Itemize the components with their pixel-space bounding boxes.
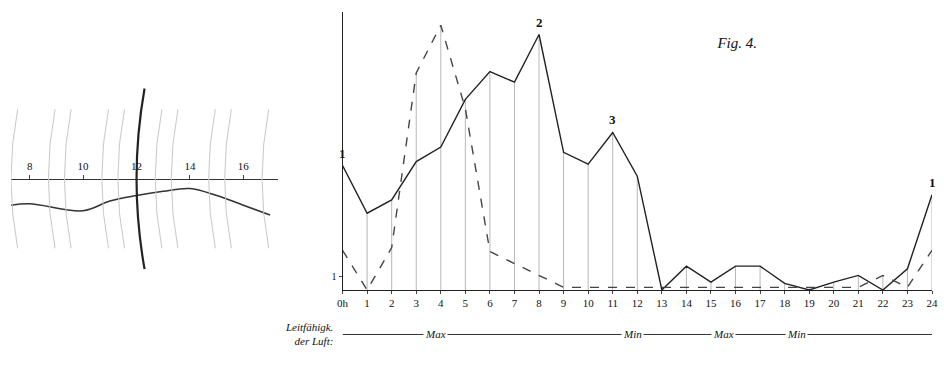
svg-text:1: 1	[339, 146, 346, 161]
svg-text:Leitfähigk.der Luft:: Leitfähigk.der Luft:	[285, 321, 333, 347]
svg-text:4: 4	[438, 297, 444, 309]
svg-text:Max: Max	[425, 328, 446, 340]
svg-text:3: 3	[413, 297, 419, 309]
svg-text:1: 1	[364, 297, 370, 309]
svg-text:2: 2	[536, 15, 543, 30]
svg-text:22: 22	[877, 297, 888, 309]
svg-text:0h: 0h	[337, 297, 349, 309]
svg-text:14: 14	[681, 297, 693, 309]
svg-text:19: 19	[804, 297, 816, 309]
svg-text:16: 16	[238, 160, 250, 172]
svg-text:8: 8	[536, 297, 542, 309]
svg-text:Fig. 4.: Fig. 4.	[716, 35, 757, 51]
svg-text:10: 10	[583, 297, 595, 309]
svg-text:10: 10	[78, 160, 90, 172]
svg-text:Max: Max	[713, 328, 734, 340]
svg-text:8: 8	[27, 160, 33, 172]
svg-text:1: 1	[929, 175, 936, 190]
svg-text:24: 24	[927, 297, 939, 309]
svg-text:2: 2	[389, 297, 395, 309]
svg-text:12: 12	[131, 160, 142, 172]
svg-text:9: 9	[561, 297, 567, 309]
svg-text:20: 20	[828, 297, 840, 309]
svg-text:13: 13	[656, 297, 668, 309]
svg-text:11: 11	[607, 297, 618, 309]
svg-text:1: 1	[332, 271, 337, 282]
svg-text:5: 5	[463, 297, 469, 309]
svg-text:15: 15	[705, 297, 717, 309]
svg-text:Min: Min	[787, 328, 806, 340]
svg-text:7: 7	[512, 297, 518, 309]
svg-text:21: 21	[853, 297, 864, 309]
svg-text:Min: Min	[623, 328, 642, 340]
svg-text:14: 14	[184, 160, 196, 172]
svg-text:23: 23	[902, 297, 914, 309]
svg-text:17: 17	[755, 297, 767, 309]
svg-text:3: 3	[609, 112, 616, 127]
svg-text:12: 12	[632, 297, 643, 309]
svg-text:18: 18	[779, 297, 791, 309]
svg-text:16: 16	[730, 297, 742, 309]
svg-text:6: 6	[487, 297, 493, 309]
